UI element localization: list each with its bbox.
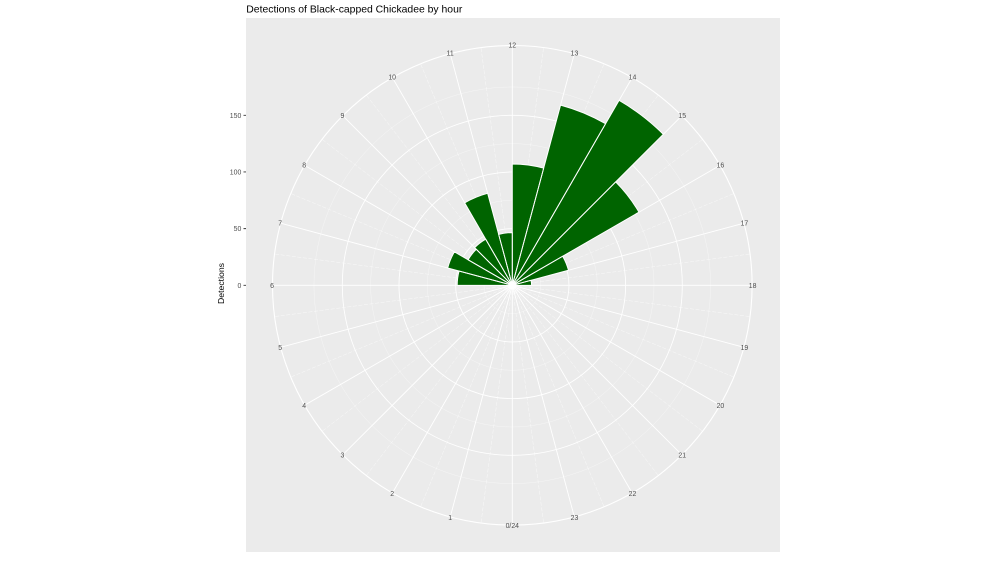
svg-text:17: 17	[741, 221, 749, 228]
svg-text:15: 15	[678, 113, 686, 120]
svg-text:Detections: Detections	[216, 262, 226, 304]
svg-text:6: 6	[270, 283, 274, 290]
svg-text:9: 9	[340, 113, 344, 120]
svg-text:22: 22	[629, 491, 637, 498]
svg-text:0: 0	[237, 283, 241, 290]
svg-text:7: 7	[278, 221, 282, 228]
svg-text:20: 20	[717, 403, 725, 410]
svg-text:21: 21	[678, 453, 686, 460]
svg-text:3: 3	[340, 453, 344, 460]
svg-text:50: 50	[234, 226, 242, 233]
svg-text:14: 14	[629, 75, 637, 82]
svg-text:10: 10	[388, 75, 396, 82]
svg-text:13: 13	[571, 51, 579, 58]
svg-text:5: 5	[278, 345, 282, 352]
svg-text:8: 8	[302, 163, 306, 170]
svg-text:19: 19	[741, 345, 749, 352]
svg-text:100: 100	[230, 169, 242, 176]
svg-text:2: 2	[390, 491, 394, 498]
svg-text:Detections of Black-capped Chi: Detections of Black-capped Chickadee by …	[246, 4, 463, 15]
svg-text:4: 4	[302, 403, 306, 410]
svg-text:1: 1	[448, 515, 452, 522]
svg-text:16: 16	[717, 163, 725, 170]
svg-text:18: 18	[749, 283, 757, 290]
svg-text:150: 150	[230, 113, 242, 120]
svg-text:0/24: 0/24	[506, 523, 520, 530]
svg-text:23: 23	[571, 515, 579, 522]
svg-text:12: 12	[508, 43, 516, 50]
svg-text:11: 11	[447, 51, 454, 58]
